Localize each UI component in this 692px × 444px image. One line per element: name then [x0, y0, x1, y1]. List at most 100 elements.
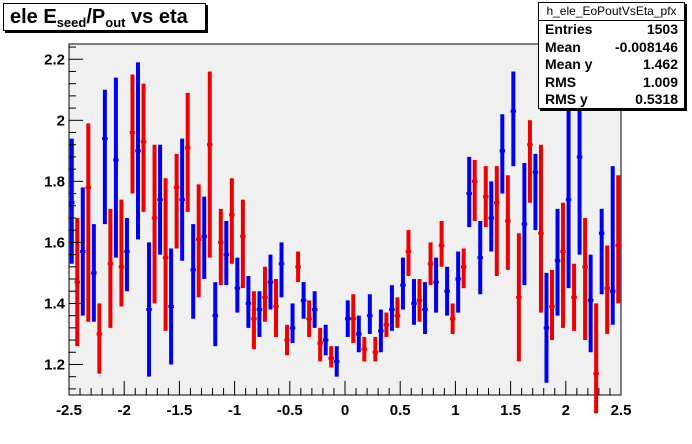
data-point — [593, 303, 599, 414]
data-point — [184, 92, 191, 212]
data-point — [449, 303, 456, 334]
data-point — [273, 279, 279, 338]
stats-histogram-name: h_ele_EoPoutVsEta_pfx — [539, 3, 684, 21]
data-point — [322, 324, 329, 356]
stats-row-rms-y: RMS y 0.5318 — [539, 91, 684, 109]
data-point — [444, 266, 450, 316]
data-point — [604, 245, 610, 334]
data-point — [69, 138, 75, 264]
data-point — [361, 337, 368, 362]
data-point — [549, 269, 555, 341]
data-point — [416, 279, 423, 322]
data-point — [218, 208, 224, 286]
stats-label: Mean y — [545, 56, 593, 72]
data-point — [317, 327, 323, 362]
data-point — [173, 153, 180, 249]
data-point — [532, 153, 539, 231]
data-point — [405, 230, 412, 276]
data-point — [422, 282, 428, 334]
data-point — [527, 120, 533, 203]
y-tick-label: 1.6 — [44, 234, 65, 251]
data-point — [107, 208, 114, 328]
data-point — [168, 248, 174, 365]
data-point — [195, 184, 202, 298]
x-tick-label: 1 — [451, 402, 459, 419]
data-point — [333, 346, 340, 377]
x-tick-label: 2 — [562, 402, 570, 419]
data-point — [240, 199, 246, 289]
data-point — [179, 138, 185, 261]
data-point — [460, 248, 467, 289]
data-point — [124, 217, 130, 292]
data-point — [494, 166, 500, 276]
title-sub-out: out — [105, 15, 126, 30]
data-point — [300, 282, 307, 319]
stats-label: RMS y — [545, 91, 588, 107]
data-point — [378, 309, 384, 353]
data-point — [587, 254, 594, 353]
data-point — [471, 159, 478, 222]
stats-row-mean: Mean -0.008146 — [539, 39, 684, 57]
stats-row-rms: RMS 1.009 — [539, 74, 684, 92]
x-tick-label: -1.5 — [166, 402, 192, 419]
x-tick-label: 0 — [341, 402, 349, 419]
stats-label: RMS — [545, 73, 577, 90]
data-point — [367, 294, 373, 334]
stats-value: 0.5318 — [635, 91, 678, 107]
y-tick-label: 1.4 — [44, 295, 66, 312]
x-tick-label: -2.5 — [56, 402, 82, 419]
data-point — [433, 257, 439, 313]
data-point — [201, 196, 207, 280]
data-point — [146, 242, 152, 377]
data-point — [80, 187, 86, 316]
data-point — [350, 294, 357, 344]
data-point — [411, 279, 417, 325]
data-point — [598, 208, 605, 295]
data-point — [306, 300, 312, 338]
y-tick-label: 1.2 — [44, 356, 65, 373]
data-point — [356, 315, 362, 353]
data-point — [389, 285, 395, 331]
data-point — [328, 346, 334, 368]
stats-value: 1.462 — [642, 56, 678, 72]
data-point — [505, 175, 511, 270]
data-point — [615, 175, 621, 304]
data-point — [582, 217, 588, 341]
data-point — [516, 233, 522, 362]
y-tick-label: 2 — [57, 112, 65, 129]
y-axis: 1.2 1.4 1.6 1.8 2 2.2 — [44, 46, 83, 390]
data-point — [190, 224, 196, 319]
data-point — [102, 89, 108, 225]
data-point — [400, 257, 406, 310]
x-tick-label: -2 — [118, 402, 131, 419]
stats-box: h_ele_EoPoutVsEta_pfx Entries 1503 Mean … — [538, 2, 685, 109]
data-point — [245, 275, 252, 328]
data-point — [162, 178, 169, 331]
data-point — [521, 163, 528, 286]
data-point — [289, 303, 296, 344]
x-tick-label: 1.5 — [500, 402, 521, 419]
data-point — [488, 181, 495, 252]
data-point — [345, 300, 351, 338]
stats-value: 1.009 — [642, 73, 678, 90]
y-tick-label: 1.8 — [44, 173, 65, 190]
data-point — [256, 291, 263, 338]
series-0 — [69, 62, 616, 383]
y-tick-label: 2.2 — [44, 51, 65, 68]
data-point — [554, 208, 561, 316]
plot-title: ele Eseed/Pout vs eta — [3, 3, 206, 31]
x-axis: -2.5 -2 -1.5 -1 -0.5 0 0.5 1 1.5 2 2.5 — [56, 381, 631, 419]
data-point — [85, 123, 92, 322]
data-point — [311, 291, 318, 328]
data-point — [483, 166, 489, 228]
data-point — [455, 251, 461, 313]
data-point — [284, 324, 290, 356]
title-main: ele E — [10, 6, 57, 28]
data-point — [571, 263, 577, 331]
stats-value: -0.008146 — [614, 38, 678, 55]
data-point — [251, 291, 257, 350]
series-1 — [74, 71, 621, 414]
data-point — [135, 62, 141, 240]
data-point — [427, 242, 434, 286]
